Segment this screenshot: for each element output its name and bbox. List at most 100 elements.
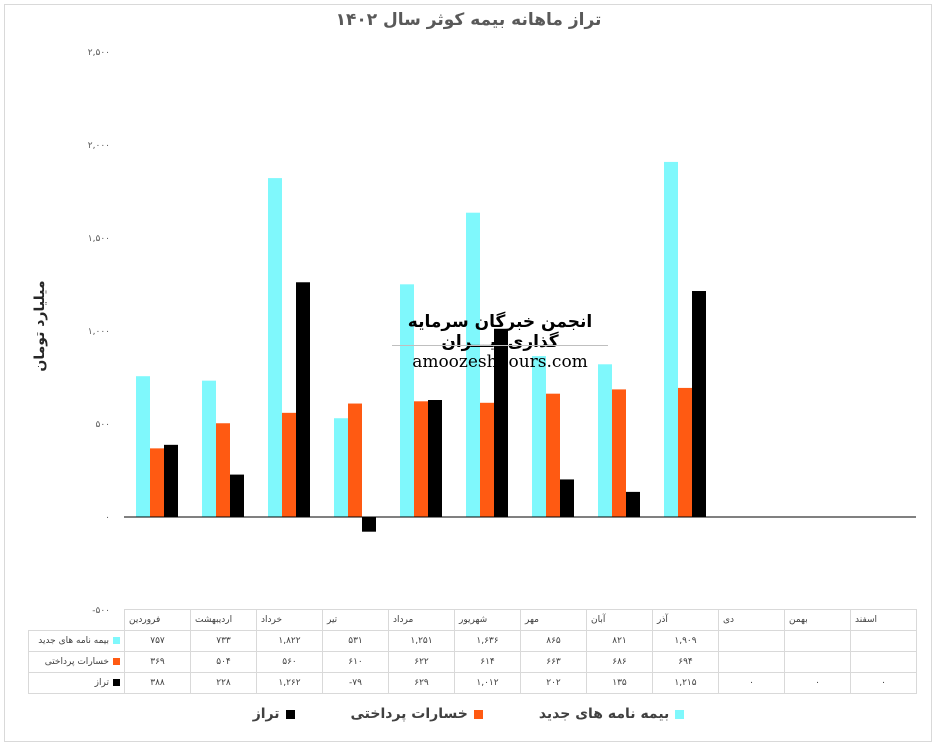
- data-label: ۵۶۰: [256, 651, 323, 673]
- legend-swatch: [473, 709, 483, 719]
- legend: بیمه نامه های جدید خسارات پرداختی تراز: [0, 706, 937, 722]
- data-label: [784, 630, 851, 652]
- legend-swatch: [113, 637, 120, 644]
- legend-item: تراز: [253, 706, 295, 722]
- data-label: ۶۶۳: [520, 651, 587, 673]
- series-name: بیمه نامه های جدید: [38, 636, 109, 646]
- category-label: مرداد: [388, 609, 455, 631]
- y-tick-label: ۰: [105, 513, 110, 523]
- data-label: ۶۲۹: [388, 672, 455, 694]
- bars: [136, 161, 706, 532]
- legend-swatch: [113, 679, 120, 686]
- legend-swatch: [675, 709, 685, 719]
- series-row-label: بیمه نامه های جدید: [28, 630, 125, 652]
- y-tick-label: ۱,۰۰۰: [88, 327, 110, 337]
- bar-balance: [230, 474, 244, 517]
- bar-claims: [480, 402, 494, 517]
- bar-balance: [362, 517, 376, 532]
- y-tick-label: ۲,۰۰۰: [88, 141, 110, 151]
- bar-balance: [626, 491, 640, 517]
- bar-balance: [494, 328, 508, 517]
- bar-new-policies: [466, 212, 480, 518]
- bar-claims: [216, 423, 230, 517]
- legend-item: خسارات پرداختی: [351, 706, 483, 722]
- bar-balance: [692, 291, 706, 517]
- data-label: ۱,۰۱۲: [454, 672, 521, 694]
- bar-new-policies: [400, 284, 414, 517]
- table-row: بیمه نامه های جدید ۷۵۷ ۷۳۳ ۱,۸۲۲ ۵۳۱ ۱,۲۵۱ ۱,۶…: [28, 630, 917, 652]
- series-name: تراز: [94, 678, 109, 688]
- bar-claims: [414, 401, 428, 517]
- legend-item: بیمه نامه های جدید: [538, 706, 685, 722]
- table-row: تراز ۳۸۸ ۲۲۸ ۱,۲۶۲ -۷۹ ۶۲۹ ۱,۰۱۲ ۲۰۲ ۱۳۵ ۱,۲۱۵ ۰ ۰ ۰: [28, 672, 917, 694]
- data-label: ۶۸۶: [586, 651, 653, 673]
- bar-claims: [282, 412, 296, 517]
- data-label: ۰: [784, 672, 851, 694]
- watermark-title: انجمن خبرگان سرمایه گذاری ایـــران: [407, 312, 593, 352]
- bar-balance: [164, 444, 178, 517]
- category-label: بهمن: [784, 609, 851, 631]
- bar-new-policies: [202, 380, 216, 517]
- data-label: ۸۶۵: [520, 630, 587, 652]
- data-label: ۱,۲۶۲: [256, 672, 323, 694]
- data-label: ۶۲۲: [388, 651, 455, 673]
- data-label: ۵۳۱: [322, 630, 389, 652]
- category-label: دی: [718, 609, 785, 631]
- data-label: [718, 630, 785, 652]
- data-label: ۶۹۴: [652, 651, 719, 673]
- bar-claims: [678, 387, 692, 517]
- legend-label: بیمه نامه های جدید: [538, 706, 670, 722]
- data-label: ۲۲۸: [190, 672, 257, 694]
- y-tick-label: ۱,۵۰۰: [88, 234, 110, 244]
- watermark-divider: [392, 345, 608, 346]
- data-label: [850, 630, 917, 652]
- y-tick-label: -۵۰۰: [92, 606, 110, 616]
- table-corner: [29, 610, 125, 631]
- watermark-url: amoozeshbours.com: [412, 352, 588, 372]
- legend-label: خسارات پرداختی: [350, 706, 468, 722]
- data-label: [718, 651, 785, 673]
- data-label: ۶۱۴: [454, 651, 521, 673]
- chart-title: تراز ماهانه بیمه کوثر سال ۱۴۰۲: [335, 10, 602, 30]
- data-label: ۱,۲۵۱: [388, 630, 455, 652]
- y-tick-label: ۲,۵۰۰: [88, 48, 110, 58]
- bar-balance: [296, 282, 310, 517]
- series-name: خسارات پرداختی: [44, 657, 109, 667]
- bar-claims: [612, 389, 626, 517]
- bar-new-policies: [334, 418, 348, 517]
- data-label: -۷۹: [322, 672, 389, 694]
- legend-swatch: [285, 709, 295, 719]
- category-label: خرداد: [256, 609, 323, 631]
- category-label: آبان: [586, 609, 653, 631]
- legend-swatch: [113, 658, 120, 665]
- category-label: اسفند: [850, 609, 917, 631]
- data-label: ۱,۹۰۹: [652, 630, 719, 652]
- data-label: ۱,۲۱۵: [652, 672, 719, 694]
- data-label: ۶۱۰: [322, 651, 389, 673]
- data-label: ۳۶۹: [124, 651, 191, 673]
- data-label: ۰: [850, 672, 917, 694]
- y-tick-label: ۵۰۰: [95, 420, 110, 430]
- data-label: ۱,۶۳۶: [454, 630, 521, 652]
- table-row: خسارات پرداختی ۳۶۹ ۵۰۴ ۵۶۰ ۶۱۰ ۶۲۲ ۶۱۴ ۶۶۳ ۶۸۶ ۶۹…: [28, 651, 917, 673]
- category-label: مهر: [520, 609, 587, 631]
- data-label: ۳۸۸: [124, 672, 191, 694]
- legend-label: تراز: [252, 706, 280, 722]
- series-row-label: تراز: [28, 672, 125, 694]
- category-label: فروردین: [124, 609, 191, 631]
- bar-new-policies: [136, 376, 150, 517]
- category-label: آذر: [652, 609, 719, 631]
- data-label: [850, 651, 917, 673]
- category-label: شهریور: [454, 609, 521, 631]
- data-label: ۷۳۳: [190, 630, 257, 652]
- bar-new-policies: [532, 356, 546, 517]
- bar-new-policies: [598, 364, 612, 517]
- bar-claims: [546, 393, 560, 517]
- category-label: اردیبهشت: [190, 609, 257, 631]
- data-table: فروردین اردیبهشت خرداد تیر مرداد شهریور مهر آبا…: [28, 609, 917, 694]
- data-label: [784, 651, 851, 673]
- data-label: ۰: [718, 672, 785, 694]
- bar-claims: [348, 403, 362, 517]
- bar-new-policies: [268, 178, 282, 517]
- bar-balance: [428, 400, 442, 517]
